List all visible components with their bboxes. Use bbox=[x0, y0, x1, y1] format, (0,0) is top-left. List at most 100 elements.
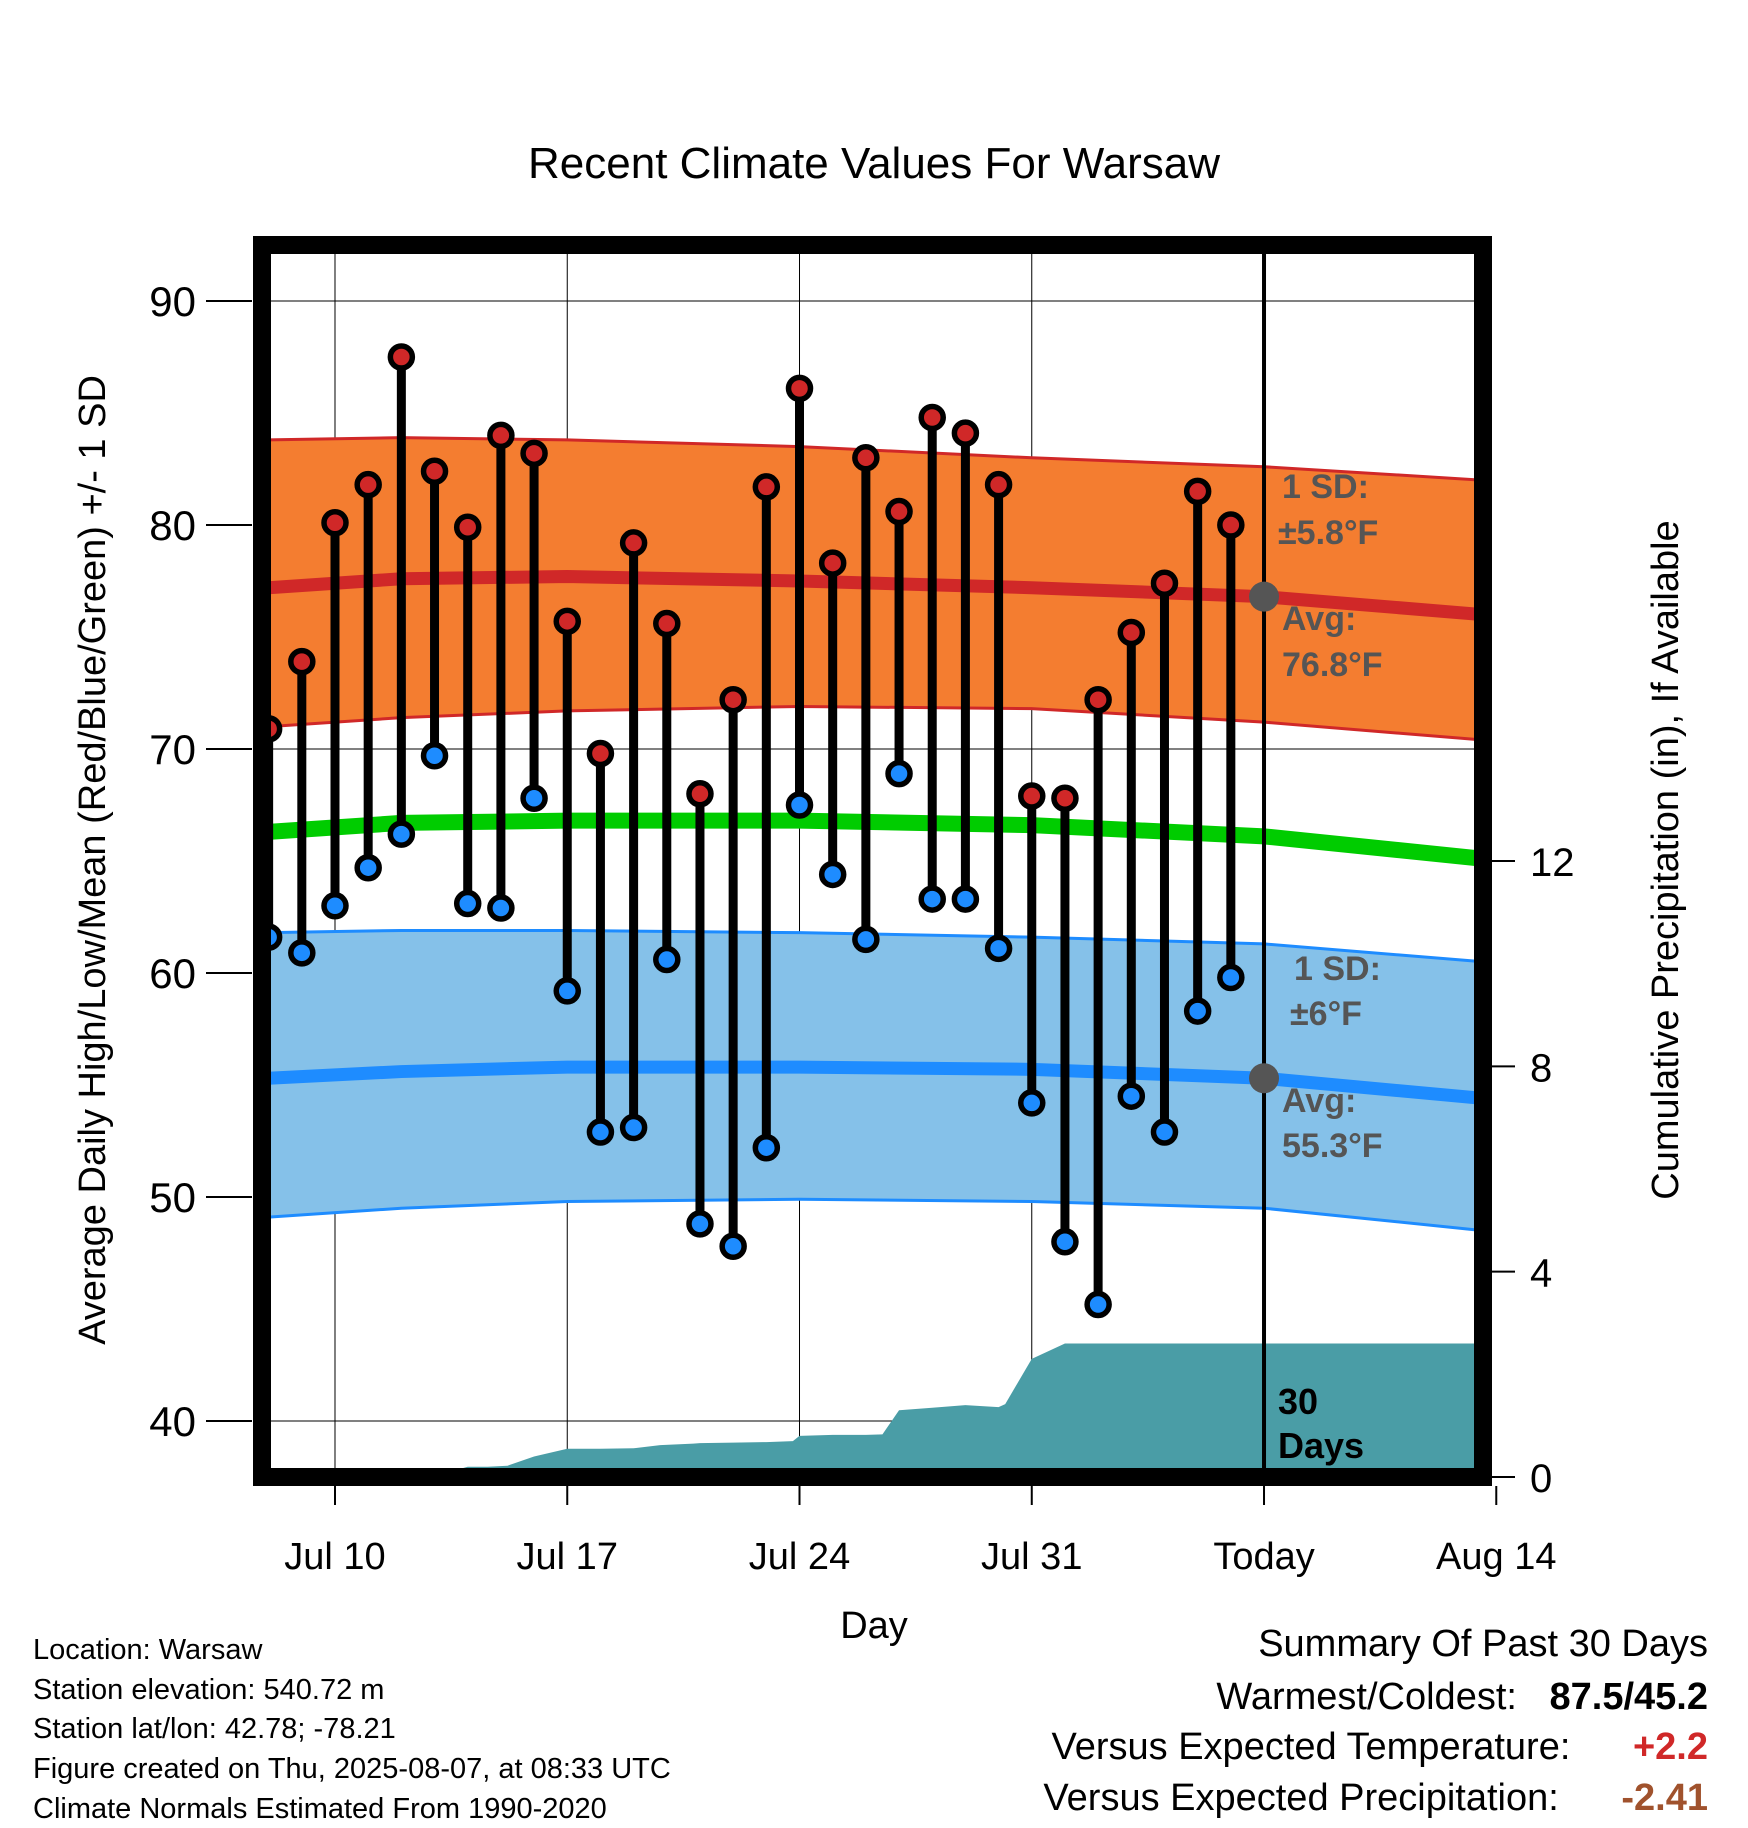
high-point bbox=[586, 739, 615, 768]
low-point bbox=[321, 892, 349, 920]
summary-temp-label: Versus Expected Temperature: bbox=[1051, 1726, 1571, 1768]
y-axis-label: Average Daily High/Low/Mean (Red/Blue/Gr… bbox=[72, 375, 114, 1345]
info-location: Location: Warsaw bbox=[33, 1634, 263, 1666]
info-normals: Climate Normals Estimated From 1990-2020 bbox=[33, 1793, 607, 1825]
high-point bbox=[553, 607, 581, 636]
low-point bbox=[852, 925, 880, 954]
plot-interior bbox=[262, 245, 1483, 1477]
low-point bbox=[420, 741, 449, 770]
low-point bbox=[686, 1210, 714, 1238]
high-point bbox=[487, 421, 515, 450]
high-point bbox=[1018, 782, 1046, 810]
y-tick-label: 90 bbox=[149, 278, 196, 325]
high-sd-label: 1 SD: bbox=[1282, 468, 1369, 506]
high-point bbox=[520, 439, 548, 468]
high-avg-label: Avg: bbox=[1282, 600, 1356, 638]
y2-tick-label: 4 bbox=[1530, 1252, 1552, 1296]
x-tick-label: Today bbox=[1213, 1536, 1314, 1578]
low-point bbox=[752, 1133, 781, 1162]
x-tick-label: Jul 17 bbox=[517, 1536, 618, 1578]
high-point bbox=[719, 685, 747, 714]
high-point bbox=[387, 343, 416, 371]
low-point bbox=[1217, 963, 1245, 992]
summary-warmest-label: Warmest/Coldest: bbox=[1216, 1676, 1517, 1718]
low-point bbox=[387, 820, 416, 848]
info-created: Figure created on Thu, 2025-08-07, at 08… bbox=[33, 1753, 671, 1785]
low-point bbox=[951, 885, 980, 913]
today-low-avg-marker bbox=[1249, 1063, 1280, 1094]
plot-frame bbox=[253, 236, 1492, 1486]
chart-title: Recent Climate Values For Warsaw bbox=[528, 139, 1220, 188]
low-point bbox=[653, 945, 681, 974]
low-point bbox=[288, 939, 316, 967]
x-tick-label: Jul 31 bbox=[981, 1536, 1082, 1578]
low-point bbox=[1117, 1082, 1146, 1110]
high-point bbox=[885, 497, 913, 526]
x-axis-label: Day bbox=[840, 1605, 908, 1647]
low-sd-value: ±6°F bbox=[1290, 995, 1362, 1033]
x-tick-label: Aug 14 bbox=[1436, 1536, 1556, 1578]
y-tick-label: 60 bbox=[149, 950, 196, 997]
high-point bbox=[1217, 511, 1245, 539]
high-point bbox=[686, 780, 714, 808]
summary-heading: Summary Of Past 30 Days bbox=[1258, 1623, 1708, 1665]
high-avg-value: 76.8°F bbox=[1282, 646, 1383, 684]
low-avg-value: 55.3°F bbox=[1282, 1127, 1383, 1165]
y2-axis-label: Cumulative Precipitation (in), If Availa… bbox=[1645, 520, 1687, 1199]
summary-precip-label: Versus Expected Precipitation: bbox=[1043, 1777, 1559, 1819]
summary-temp-row: Versus Expected Temperature: +2.2 bbox=[1051, 1726, 1708, 1769]
high-point bbox=[354, 470, 382, 499]
high-point bbox=[984, 470, 1013, 499]
x-tick-label: Jul 24 bbox=[749, 1536, 850, 1578]
info-latlon: Station lat/lon: 42.78; -78.21 bbox=[33, 1713, 396, 1745]
high-point bbox=[785, 374, 814, 403]
high-point bbox=[1183, 477, 1212, 506]
low-point bbox=[984, 934, 1013, 963]
low-point bbox=[818, 860, 847, 889]
high-point bbox=[1150, 569, 1179, 597]
high-point bbox=[321, 509, 349, 537]
high-point bbox=[1117, 618, 1146, 647]
y-tick-label: 50 bbox=[149, 1174, 196, 1221]
low-sd-band bbox=[268, 930, 1483, 1231]
today-high-avg-marker bbox=[1249, 581, 1280, 612]
period-label-number: 30 bbox=[1278, 1381, 1318, 1422]
low-point bbox=[619, 1113, 648, 1142]
precip-area bbox=[268, 1343, 1483, 1477]
y-tick-label: 40 bbox=[149, 1398, 196, 1445]
low-point bbox=[487, 894, 515, 922]
high-point bbox=[288, 647, 316, 676]
high-point bbox=[852, 444, 880, 472]
high-point bbox=[1051, 784, 1079, 813]
summary-warmest-value: 87.5/45.2 bbox=[1549, 1676, 1708, 1718]
y-tick-label: 70 bbox=[149, 726, 196, 773]
summary-precip-row: Versus Expected Precipitation: -2.41 bbox=[1043, 1777, 1708, 1820]
high-point bbox=[420, 457, 449, 485]
low-point bbox=[1150, 1118, 1179, 1146]
low-point bbox=[453, 889, 482, 918]
low-sd-label: 1 SD: bbox=[1294, 950, 1381, 988]
summary-temp-value: +2.2 bbox=[1632, 1726, 1708, 1768]
high-point bbox=[818, 549, 847, 577]
low-point bbox=[354, 853, 382, 882]
low-point bbox=[586, 1118, 615, 1146]
y-tick-label: 80 bbox=[149, 502, 196, 549]
y2-tick-label: 12 bbox=[1530, 841, 1575, 885]
summary-precip-value: -2.41 bbox=[1621, 1777, 1708, 1819]
high-point bbox=[951, 419, 980, 447]
summary-warmest-row: Warmest/Coldest: 87.5/45.2 bbox=[1216, 1676, 1708, 1719]
low-point bbox=[1084, 1290, 1112, 1319]
low-point bbox=[719, 1232, 747, 1261]
high-point bbox=[619, 529, 648, 557]
y2-tick-label: 0 bbox=[1530, 1457, 1552, 1501]
plot-area: 1 SD: ±5.8°F Avg: 76.8°F 1 SD: ±6°F Avg: 55.3°F… bbox=[149, 236, 1575, 1578]
low-point bbox=[1018, 1089, 1046, 1117]
low-point bbox=[520, 784, 548, 813]
period-label-unit: Days bbox=[1278, 1425, 1364, 1466]
x-tick-label: Jul 10 bbox=[284, 1536, 385, 1578]
high-point bbox=[653, 609, 681, 638]
low-point bbox=[885, 759, 913, 788]
high-point bbox=[918, 403, 946, 432]
info-elevation: Station elevation: 540.72 m bbox=[33, 1674, 385, 1706]
